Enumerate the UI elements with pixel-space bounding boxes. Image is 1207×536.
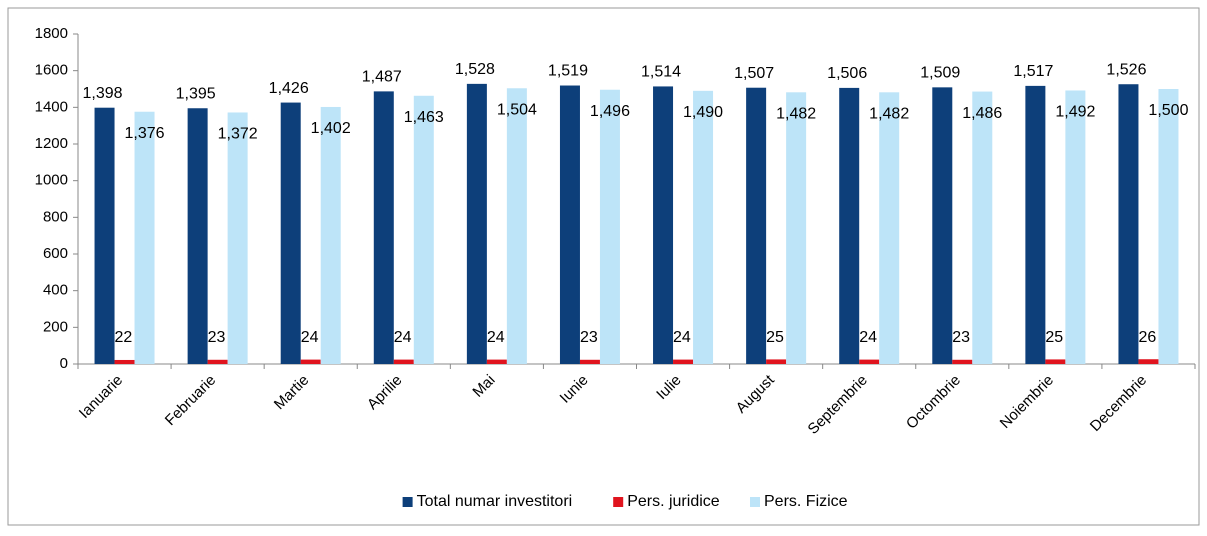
bar (506, 88, 527, 365)
bar (466, 83, 487, 364)
bar (766, 359, 787, 364)
legend-label: Pers. Fizice (764, 493, 848, 510)
data-label: 1,504 (497, 101, 537, 118)
y-tick-label: 400 (43, 282, 68, 299)
data-label: 1,402 (311, 120, 351, 137)
bar (373, 91, 394, 364)
bar (413, 95, 434, 365)
bar (1025, 85, 1046, 364)
data-label: 23 (208, 329, 226, 346)
bar (207, 359, 228, 364)
bar (932, 87, 953, 364)
data-label: 1,482 (869, 106, 909, 123)
bar (579, 359, 600, 364)
data-label: 23 (952, 329, 970, 346)
bar (114, 359, 135, 364)
bar (746, 87, 767, 364)
bar (1138, 359, 1159, 364)
bar (693, 90, 714, 364)
legend-swatch (613, 497, 624, 507)
bar (786, 92, 807, 365)
bar (1065, 90, 1086, 364)
bar (320, 106, 341, 364)
legend-label: Pers. juridice (627, 493, 720, 510)
bar (673, 359, 694, 364)
data-label: 1,492 (1055, 104, 1095, 121)
y-tick-label: 0 (60, 355, 68, 372)
data-label: 1,426 (269, 80, 309, 97)
y-tick-label: 200 (43, 318, 68, 335)
bar (393, 359, 414, 364)
bar (227, 112, 248, 364)
bar (280, 102, 301, 365)
y-tick-label: 1400 (35, 98, 68, 115)
data-label: 1,376 (125, 125, 165, 142)
bar (1158, 89, 1179, 364)
data-label: 25 (1045, 329, 1063, 346)
data-label: 1,506 (827, 65, 867, 82)
y-tick-label: 1600 (35, 62, 68, 79)
legend-swatch (402, 497, 413, 507)
legend-label: Total numar investitori (417, 493, 573, 510)
y-tick-label: 1000 (35, 172, 68, 189)
data-label: 24 (487, 329, 505, 346)
data-label: 22 (115, 329, 133, 346)
bar (300, 359, 321, 364)
data-label: 25 (766, 329, 784, 346)
data-label: 24 (673, 329, 691, 346)
data-label: 1,517 (1013, 63, 1053, 80)
data-label: 24 (301, 329, 319, 346)
data-label: 1,463 (404, 109, 444, 126)
bar (839, 87, 860, 365)
bar (134, 111, 155, 364)
data-label: 1,496 (590, 103, 630, 120)
bar (859, 359, 880, 364)
y-tick-label: 600 (43, 245, 68, 262)
y-tick-label: 800 (43, 208, 68, 225)
data-label: 1,519 (548, 63, 588, 80)
data-label: 26 (1138, 329, 1156, 346)
bar (1045, 359, 1066, 364)
data-label: 24 (859, 329, 877, 346)
bar (599, 89, 620, 364)
y-tick-label: 1800 (35, 25, 68, 42)
y-tick-label: 1200 (35, 135, 68, 152)
bar (94, 107, 115, 364)
data-label: 1,490 (683, 104, 723, 121)
bar (653, 86, 674, 364)
data-label: 1,528 (455, 61, 495, 78)
data-label: 23 (580, 329, 598, 346)
bar (879, 92, 900, 365)
legend-swatch (750, 497, 760, 507)
data-label: 1,507 (734, 65, 774, 82)
data-label: 1,514 (641, 64, 681, 81)
bar (486, 359, 507, 364)
data-label: 1,395 (176, 85, 216, 102)
data-label: 1,509 (920, 65, 960, 82)
data-label: 1,526 (1106, 61, 1146, 78)
data-label: 1,482 (776, 106, 816, 123)
bar (972, 91, 993, 365)
data-label: 1,486 (962, 105, 1002, 122)
data-label: 24 (394, 329, 412, 346)
bar (559, 85, 580, 365)
bar (187, 108, 208, 364)
bar (1118, 84, 1139, 364)
bar (952, 359, 973, 364)
data-label: 1,500 (1148, 102, 1188, 119)
data-label: 1,487 (362, 69, 402, 86)
data-label: 1,372 (218, 126, 258, 143)
data-label: 1,398 (83, 85, 123, 102)
